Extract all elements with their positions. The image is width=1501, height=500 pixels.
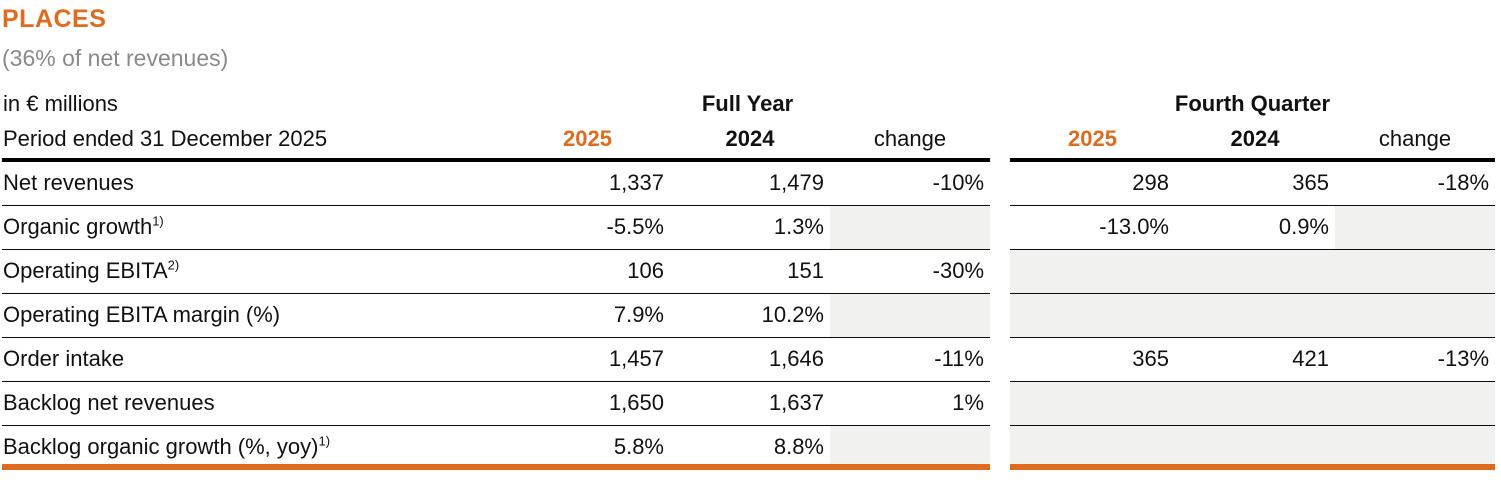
cell-q4-2024: [1175, 426, 1335, 470]
cell-fy-2024: 1,646: [670, 338, 830, 382]
page-subtitle: (36% of net revenues): [2, 45, 229, 71]
cell-q4-2025: [1010, 426, 1175, 470]
fy-change-column-header: change: [830, 122, 990, 162]
cell-fy-2024: 1,637: [670, 382, 830, 426]
row-label: Operating EBITA margin (%): [2, 294, 505, 338]
cell-fy-change: -30%: [830, 250, 990, 294]
cell-q4-change: [1335, 250, 1495, 294]
cell-q4-2024: [1175, 382, 1335, 426]
cell-fy-change: [830, 294, 990, 338]
cell-fy-2025: 1,457: [505, 338, 670, 382]
cell-fy-2024: 151: [670, 250, 830, 294]
cell-q4-change: -18%: [1335, 162, 1495, 206]
cell-fy-2025: 5.8%: [505, 426, 670, 470]
footnote-marker: 1): [318, 433, 331, 449]
cell-fy-2025: 7.9%: [505, 294, 670, 338]
period-label: Period ended 31 December 2025: [2, 122, 505, 162]
q4-2025-column-header: 2025: [1010, 122, 1175, 162]
q4-2024-column-header: 2024: [1175, 122, 1335, 162]
cell-q4-2024: [1175, 250, 1335, 294]
cell-fy-change: [830, 206, 990, 250]
table-gap: [990, 206, 1010, 250]
cell-fy-2024: 1.3%: [670, 206, 830, 250]
cell-q4-2025: 298: [1010, 162, 1175, 206]
cell-fy-2025: 1,650: [505, 382, 670, 426]
table-gap: [990, 122, 1010, 162]
table-gap: [990, 250, 1010, 294]
row-label-text: Operating EBITA margin (%): [3, 302, 281, 327]
cell-q4-change: -13%: [1335, 338, 1495, 382]
row-label: Backlog organic growth (%, yoy)1): [2, 426, 505, 470]
cell-fy-2025: 1,337: [505, 162, 670, 206]
cell-q4-2024: 365: [1175, 162, 1335, 206]
row-label: Net revenues: [2, 162, 505, 206]
fy-2024-column-header: 2024: [670, 122, 830, 162]
table-gap: [990, 382, 1010, 426]
cell-fy-2025: 106: [505, 250, 670, 294]
table-gap: [990, 79, 1010, 122]
cell-fy-2024: 10.2%: [670, 294, 830, 338]
page-title: PLACES: [2, 5, 107, 33]
row-label-text: Organic growth: [3, 214, 153, 239]
table-gap: [990, 426, 1010, 470]
row-label-text: Order intake: [3, 346, 125, 371]
cell-fy-2024: 1,479: [670, 162, 830, 206]
table-gap: [990, 338, 1010, 382]
cell-q4-2024: 421: [1175, 338, 1335, 382]
cell-q4-change: [1335, 206, 1495, 250]
cell-q4-change: [1335, 426, 1495, 470]
fy-2025-column-header: 2025: [505, 122, 670, 162]
cell-fy-2024: 8.8%: [670, 426, 830, 470]
row-label: Order intake: [2, 338, 505, 382]
cell-q4-change: [1335, 294, 1495, 338]
q4-change-column-header: change: [1335, 122, 1495, 162]
full-year-header: Full Year: [701, 91, 794, 116]
footnote-marker: 2): [167, 257, 180, 273]
row-label-text: Backlog net revenues: [3, 390, 215, 415]
unit-label: in € millions: [3, 91, 118, 116]
cell-q4-2024: [1175, 294, 1335, 338]
footnote-marker: 1): [152, 213, 164, 229]
row-label-text: Operating EBITA: [3, 258, 168, 283]
fourth-quarter-header: Fourth Quarter: [1174, 91, 1331, 116]
row-label-text: Net revenues: [3, 170, 134, 195]
financial-table: in € millions Full Year Fourth Quarter P…: [2, 79, 1495, 470]
table-gap: [990, 294, 1010, 338]
cell-q4-2025: 365: [1010, 338, 1175, 382]
row-label-text: Backlog organic growth (%, yoy): [3, 434, 319, 459]
cell-fy-2025: -5.5%: [505, 206, 670, 250]
cell-q4-2025: [1010, 382, 1175, 426]
cell-q4-2025: -13.0%: [1010, 206, 1175, 250]
cell-fy-change: -11%: [830, 338, 990, 382]
cell-q4-2025: [1010, 250, 1175, 294]
cell-q4-2025: [1010, 294, 1175, 338]
cell-q4-2024: 0.9%: [1175, 206, 1335, 250]
table-gap: [990, 162, 1010, 206]
row-label: Backlog net revenues: [2, 382, 505, 426]
cell-q4-change: [1335, 382, 1495, 426]
row-label: Operating EBITA2): [2, 250, 505, 294]
cell-fy-change: 1%: [830, 382, 990, 426]
row-label: Organic growth1): [2, 206, 505, 250]
cell-fy-change: [830, 426, 990, 470]
cell-fy-change: -10%: [830, 162, 990, 206]
report-page: PLACES (36% of net revenues) in € millio…: [0, 5, 1501, 470]
